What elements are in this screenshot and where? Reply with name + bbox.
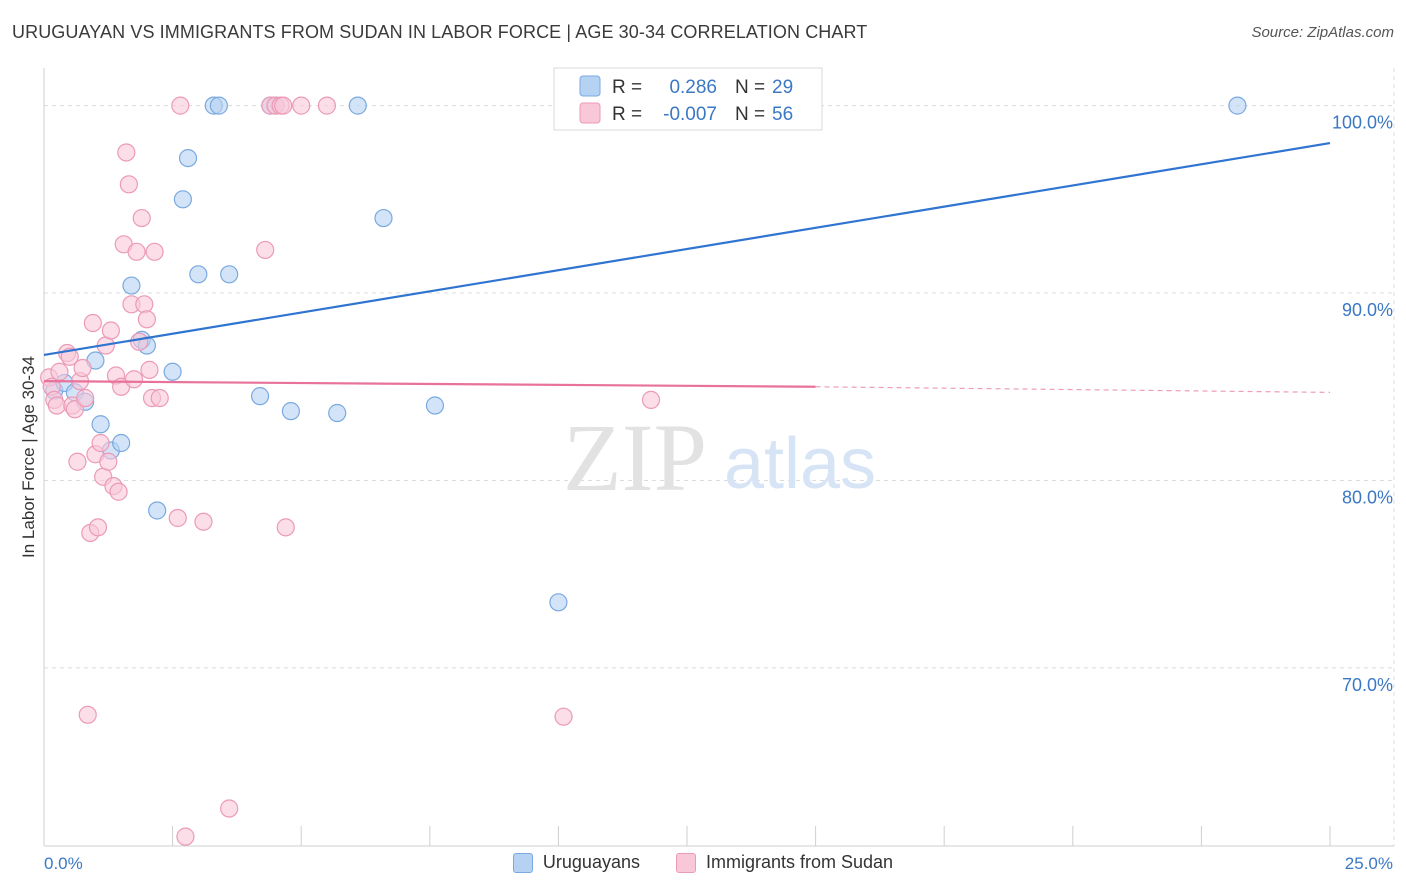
sudan-point-31 xyxy=(126,371,143,388)
sudan-point-53 xyxy=(318,97,335,114)
sudan-point-41 xyxy=(169,509,186,526)
sudan-point-9 xyxy=(69,453,86,470)
uruguayans-point-12 xyxy=(149,502,166,519)
sudan-point-18 xyxy=(92,435,109,452)
legend-n-label-pink: N = xyxy=(735,104,765,125)
sudan-point-33 xyxy=(131,333,148,350)
sudan-point-43 xyxy=(177,828,194,845)
uruguayans-point-24 xyxy=(349,97,366,114)
sudan-point-11 xyxy=(74,360,91,377)
uruguayans-point-11 xyxy=(164,363,181,380)
trend-lines xyxy=(44,143,1330,392)
uruguayans-point-5 xyxy=(92,416,109,433)
sudan-trend-line xyxy=(44,381,816,387)
sudan-point-36 xyxy=(138,311,155,328)
sudan-point-45 xyxy=(221,800,238,817)
uruguayans-point-13 xyxy=(174,191,191,208)
uruguayans-point-23 xyxy=(329,405,346,422)
legend-swatch-uruguayans xyxy=(513,853,533,873)
scatter-chart: ZIP atlas 70.0%80.0%90.0%100.0% 0.0% 25.… xyxy=(0,0,1406,892)
axes xyxy=(44,68,1394,846)
sudan-point-22 xyxy=(102,322,119,339)
sudan-point-39 xyxy=(146,243,163,260)
legend-n-value-blue: 29 xyxy=(772,77,793,98)
sudan-point-28 xyxy=(118,144,135,161)
gridlines xyxy=(44,68,1394,846)
sudan-point-50 xyxy=(275,97,292,114)
legend-swatch-sudan xyxy=(676,853,696,873)
watermark: ZIP atlas xyxy=(563,404,876,511)
uruguayans-point-26 xyxy=(426,397,443,414)
y-tick-label-70: 70.0% xyxy=(1342,675,1393,695)
sudan-point-4 xyxy=(51,363,68,380)
legend-r-label-pink: R = xyxy=(612,104,642,125)
uruguayans-point-17 xyxy=(210,97,227,114)
y-tick-label-100: 100.0% xyxy=(1332,113,1393,133)
sudan-point-55 xyxy=(642,391,659,408)
sudan-trend-line-extension xyxy=(816,387,1330,393)
y-axis-label: In Labor Force | Age 30-34 xyxy=(19,356,38,558)
series-uruguayans-points xyxy=(46,97,1246,611)
series-legend: Uruguayans Immigrants from Sudan xyxy=(0,852,1406,873)
uruguayans-point-28 xyxy=(1229,97,1246,114)
y-tick-label-80: 80.0% xyxy=(1342,487,1393,507)
sudan-point-21 xyxy=(100,453,117,470)
legend-swatch-pink xyxy=(580,103,600,123)
uruguayans-point-15 xyxy=(190,266,207,283)
sudan-point-52 xyxy=(293,97,310,114)
sudan-point-25 xyxy=(110,483,127,500)
uruguayans-point-25 xyxy=(375,210,392,227)
sudan-point-44 xyxy=(195,513,212,530)
uruguayans-point-8 xyxy=(123,277,140,294)
sudan-point-40 xyxy=(151,390,168,407)
uruguayans-point-18 xyxy=(221,266,238,283)
legend-swatch-blue xyxy=(580,76,600,96)
uruguayans-point-7 xyxy=(113,435,130,452)
sudan-point-13 xyxy=(79,706,96,723)
y-tick-label-90: 90.0% xyxy=(1342,300,1393,320)
sudan-point-12 xyxy=(77,390,94,407)
legend-r-value-blue: 0.286 xyxy=(669,77,717,98)
sudan-point-42 xyxy=(172,97,189,114)
uruguayans-point-27 xyxy=(550,594,567,611)
legend-item-uruguayans[interactable]: Uruguayans xyxy=(513,852,640,873)
uruguayans-point-14 xyxy=(180,150,197,167)
uruguayans-point-22 xyxy=(282,403,299,420)
uruguayans-point-19 xyxy=(252,388,269,405)
sudan-point-32 xyxy=(128,243,145,260)
sudan-point-37 xyxy=(141,361,158,378)
legend-n-value-pink: 56 xyxy=(772,104,793,125)
sudan-point-46 xyxy=(257,241,274,258)
y-tick-labels: 70.0% 80.0% 90.0% 100.0% xyxy=(1332,113,1393,695)
x-ticks xyxy=(44,826,1330,846)
legend-label-uruguayans: Uruguayans xyxy=(543,852,640,873)
legend-r-label-blue: R = xyxy=(612,77,642,98)
sudan-point-15 xyxy=(84,315,101,332)
legend-item-sudan[interactable]: Immigrants from Sudan xyxy=(676,852,893,873)
watermark-atlas: atlas xyxy=(724,424,876,504)
sudan-point-3 xyxy=(48,397,65,414)
watermark-zip: ZIP xyxy=(563,404,707,511)
sudan-point-29 xyxy=(120,176,137,193)
sudan-point-35 xyxy=(136,296,153,313)
sudan-point-54 xyxy=(555,708,572,725)
sudan-point-34 xyxy=(133,210,150,227)
sudan-point-51 xyxy=(277,519,294,536)
uruguayans-trend-line xyxy=(44,143,1330,355)
legend-label-sudan: Immigrants from Sudan xyxy=(706,852,893,873)
legend-r-value-pink: -0.007 xyxy=(663,104,717,125)
sudan-point-17 xyxy=(90,519,107,536)
legend-n-label-blue: N = xyxy=(735,77,765,98)
stats-legend: R = 0.286 N = 29 R = -0.007 N = 56 xyxy=(554,68,822,130)
